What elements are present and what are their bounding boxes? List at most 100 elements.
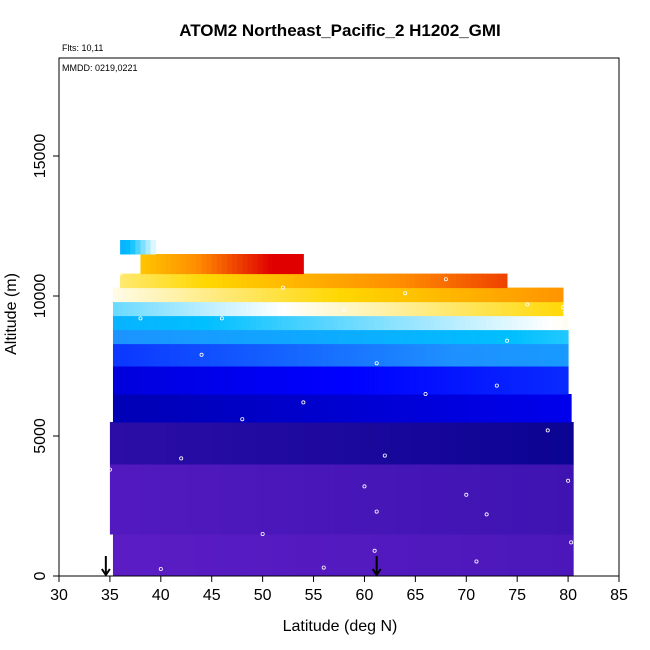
heatmap-cell — [316, 394, 323, 423]
heatmap-cell — [322, 315, 329, 331]
heatmap-cell — [179, 287, 186, 303]
heatmap-cell — [491, 315, 497, 331]
heatmap-cell — [298, 273, 304, 289]
heatmap-cell — [323, 464, 330, 535]
heatmap-cell — [545, 394, 552, 423]
heatmap-cell — [261, 343, 267, 367]
heatmap-cell — [277, 273, 284, 289]
heatmap-cell — [506, 366, 513, 395]
heatmap-cell — [307, 534, 313, 577]
heatmap-cell — [516, 301, 523, 317]
heatmap-cell — [469, 394, 475, 423]
heatmap-cell — [343, 287, 349, 303]
heatmap-cell — [496, 422, 503, 465]
heatmap-cell — [542, 534, 549, 577]
heatmap-cell — [357, 394, 363, 423]
heatmap-cell — [527, 464, 533, 535]
heatmap-cell — [328, 422, 335, 465]
heatmap-cell — [511, 287, 518, 303]
heatmap-cell — [481, 301, 487, 317]
heatmap-cell — [271, 343, 278, 367]
heatmap-cell — [276, 315, 283, 331]
heatmap-cell — [348, 315, 354, 331]
heatmap-cell — [298, 464, 304, 535]
heatmap-cell — [199, 315, 206, 331]
heatmap-cell — [525, 394, 531, 423]
heatmap-cell — [470, 301, 477, 317]
heatmap-cell — [420, 464, 427, 535]
heatmap-cell — [291, 329, 298, 345]
heatmap-cell — [343, 329, 349, 345]
heatmap-cell — [143, 315, 150, 331]
heatmap-cell — [527, 287, 533, 303]
heatmap-cell — [135, 464, 141, 535]
heatmap-cell — [499, 394, 506, 423]
heatmap-cell — [261, 287, 267, 303]
heatmap-cell — [450, 343, 457, 367]
heatmap-cell — [271, 534, 278, 577]
heatmap-cell — [430, 329, 436, 345]
heatmap-cell — [196, 254, 203, 275]
heatmap-cell — [235, 315, 242, 331]
heatmap-cell — [317, 301, 324, 317]
heatmap-cell — [293, 464, 299, 535]
heatmap-cell — [205, 534, 211, 577]
heatmap-cell — [245, 315, 252, 331]
heatmap-cell — [276, 366, 283, 395]
heatmap-cell — [252, 422, 259, 465]
heatmap-cell — [322, 366, 329, 395]
flight-track-point — [569, 540, 574, 545]
heatmap-cell — [424, 534, 431, 577]
heatmap-cell — [293, 254, 299, 275]
heatmap-cell — [235, 287, 242, 303]
heatmap-cell — [194, 394, 201, 423]
heatmap-cell — [256, 366, 262, 395]
heatmap-cell — [199, 534, 206, 577]
heatmap-cell — [322, 329, 329, 345]
heatmap-cell — [118, 287, 124, 303]
heatmap-cell — [424, 287, 431, 303]
heatmap-cell — [332, 366, 339, 395]
heatmap-cell — [476, 329, 482, 345]
heatmap-cell — [214, 394, 221, 423]
heatmap-cell — [430, 422, 437, 465]
heatmap-cell — [181, 273, 187, 289]
heatmap-cell — [440, 464, 447, 535]
heatmap-cell — [489, 394, 496, 423]
x-tick-label: 60 — [356, 587, 374, 604]
heatmap-cell — [445, 273, 452, 289]
heatmap-cell — [481, 315, 487, 331]
heatmap-cell — [184, 315, 191, 331]
heatmap-cell — [368, 343, 375, 367]
heatmap-cell — [313, 464, 320, 535]
heatmap-cell — [430, 534, 436, 577]
heatmap-cell — [128, 287, 134, 303]
heatmap-cell — [216, 464, 223, 535]
heatmap-cell — [364, 422, 371, 465]
x-tick-label: 80 — [559, 587, 577, 604]
flight-track-point — [494, 383, 499, 388]
heatmap-cell — [250, 394, 257, 423]
heatmap-cell — [128, 343, 134, 367]
heatmap-cell — [133, 287, 140, 303]
heatmap-cell — [276, 287, 283, 303]
heatmap-cell — [327, 534, 334, 577]
heatmap-cell — [399, 329, 405, 345]
heatmap-cell — [404, 301, 411, 317]
heatmap-cell — [414, 366, 421, 395]
plot-frame — [58, 57, 620, 577]
heatmap-cell — [461, 422, 467, 465]
heatmap-cell — [438, 394, 445, 423]
heatmap-cell — [537, 464, 544, 535]
heatmap-cell — [404, 315, 411, 331]
flight-track — [103, 271, 574, 572]
heatmap-cell — [281, 343, 288, 367]
heatmap-cell — [125, 422, 131, 465]
heatmap-cell — [201, 422, 208, 465]
heatmap-cell — [112, 329, 119, 345]
heatmap-cell — [430, 273, 437, 289]
heatmap-cell — [389, 534, 395, 577]
heatmap-layer — [109, 240, 574, 577]
heatmap-cell — [378, 343, 385, 367]
heatmap-cell — [322, 301, 329, 317]
